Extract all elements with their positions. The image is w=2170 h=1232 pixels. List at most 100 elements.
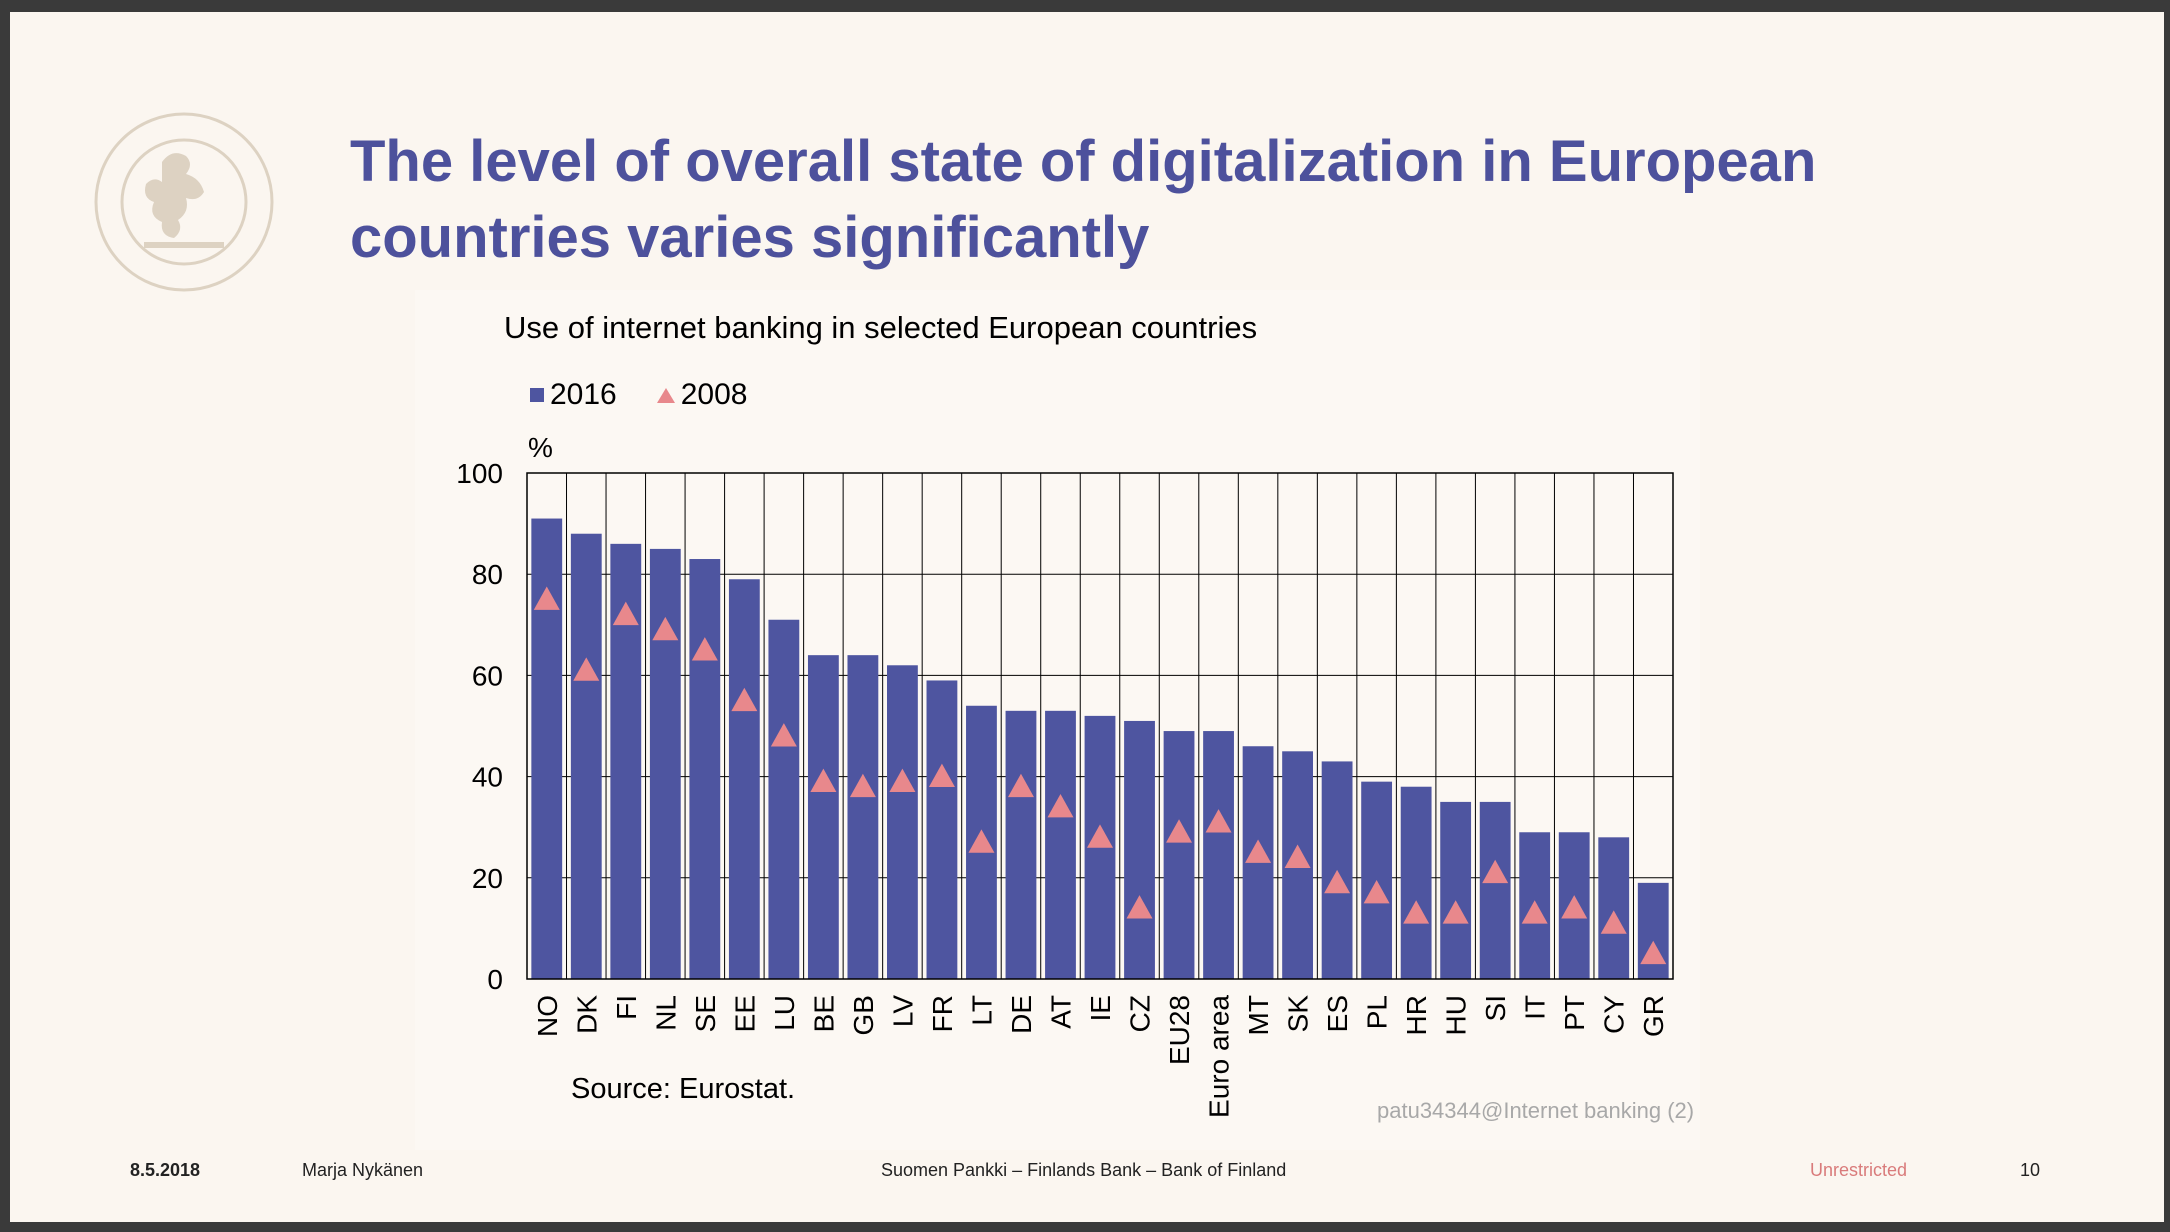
bar-2016: [1005, 710, 1037, 979]
x-tick-label: SI: [1480, 995, 1511, 1021]
marker-2008: [1561, 895, 1588, 919]
marker-2008: [849, 773, 876, 798]
y-tick-label: 0: [487, 964, 503, 995]
bar-2016: [1203, 731, 1234, 979]
bar-2016: [1637, 882, 1669, 979]
bar-2016: [570, 533, 602, 979]
bar-2016: [887, 665, 918, 979]
footer-classification: Unrestricted: [1810, 1160, 1908, 1180]
x-tick-label: PT: [1559, 995, 1590, 1031]
marker-2008: [612, 601, 639, 626]
bar-2016: [1124, 720, 1155, 979]
y-tick-label: 20: [472, 863, 503, 894]
x-tick-label: LU: [769, 995, 800, 1031]
bank-seal-logo: [94, 112, 274, 292]
x-tick-label: CY: [1599, 995, 1630, 1034]
slide-title: The level of overall state of digitaliza…: [350, 129, 1817, 270]
x-tick-label: LT: [966, 995, 997, 1026]
marker-2008: [928, 763, 955, 787]
x-tick-label: IE: [1085, 995, 1116, 1021]
marker-2008: [968, 829, 995, 853]
legend-item-2008: 2008: [656, 378, 748, 412]
x-tick-label: CZ: [1125, 995, 1156, 1032]
marker-2008: [1442, 900, 1469, 924]
x-tick-label: EU28: [1164, 995, 1195, 1065]
x-tick-label: EE: [729, 995, 760, 1032]
legend-item-2016: 2016: [530, 378, 617, 412]
marker-2008: [1007, 773, 1034, 798]
x-tick-label: Euro area: [1204, 995, 1235, 1118]
x-tick-label: DK: [571, 995, 602, 1034]
chart-title: Use of internet banking in selected Euro…: [504, 310, 1258, 345]
y-tick-label: 80: [472, 559, 503, 590]
legend-swatch-2016: [530, 388, 544, 402]
marker-2008: [1482, 859, 1509, 884]
bar-2016: [689, 559, 721, 979]
bar-2016: [1479, 801, 1511, 979]
y-tick-label: 100: [456, 458, 503, 489]
marker-2008: [1640, 940, 1667, 965]
marker-2008: [810, 768, 837, 793]
plot-frame: [526, 472, 1674, 980]
bar-2016: [1045, 710, 1076, 979]
legend-label-2008: 2008: [680, 378, 748, 411]
footer-page-number: 10: [2020, 1160, 2041, 1180]
marker-2008: [731, 687, 758, 712]
x-tick-label: DE: [1006, 995, 1037, 1034]
bar-2016: [926, 680, 958, 979]
x-tick-label: HR: [1401, 995, 1432, 1035]
chart-reference: patu34344@Internet banking (2): [1377, 1098, 1695, 1123]
x-tick-label: BE: [808, 995, 839, 1032]
marker-2008: [1205, 809, 1232, 833]
marker-2008: [1284, 844, 1311, 868]
bar-2016: [1163, 731, 1195, 979]
marker-2008: [652, 616, 679, 641]
x-tick-label: NL: [650, 995, 681, 1031]
bar-2016: [1598, 837, 1630, 979]
bar-2016: [768, 619, 800, 979]
marker-2008: [1521, 900, 1548, 924]
x-tick-label: SE: [690, 995, 721, 1032]
x-tick-label: IT: [1520, 995, 1551, 1020]
x-tick-label: ES: [1322, 995, 1353, 1032]
marker-2008: [1087, 824, 1113, 848]
x-tick-label: GR: [1638, 995, 1669, 1037]
bar-2016: [1400, 786, 1432, 979]
y-tick-label: 40: [472, 762, 503, 793]
bar-2016: [1440, 801, 1472, 979]
bar-2016: [807, 655, 839, 979]
chart-legend: 2016 2008: [530, 378, 748, 412]
x-tick-label: PL: [1362, 995, 1393, 1029]
marker-2008: [533, 586, 560, 610]
y-tick-label: 60: [472, 660, 503, 691]
marker-2008: [1245, 839, 1272, 863]
marker-2008: [691, 637, 718, 661]
marker-2008: [1324, 869, 1351, 894]
footer-date: 8.5.2018: [130, 1160, 201, 1180]
x-tick-label: LV: [887, 995, 918, 1027]
marker-2008: [1126, 895, 1153, 919]
marker-2008: [1403, 900, 1430, 924]
marker-2008: [573, 657, 600, 681]
chart-source: Source: Eurostat.: [571, 1073, 796, 1105]
x-tick-label: FR: [927, 995, 958, 1032]
footer-author: Marja Nykänen: [302, 1160, 424, 1180]
legend-label-2016: 2016: [550, 378, 617, 411]
x-tick-label: MT: [1243, 995, 1274, 1035]
x-tick-label: HU: [1441, 995, 1472, 1035]
marker-2008: [889, 768, 916, 793]
marker-2008: [1363, 879, 1390, 904]
footer-organization: Suomen Pankki – Finlands Bank – Bank of …: [881, 1160, 1287, 1180]
x-tick-label: GB: [848, 995, 879, 1035]
marker-2008: [770, 723, 797, 747]
legend-swatch-2008: [656, 387, 675, 403]
x-tick-label: SK: [1283, 995, 1314, 1033]
bar-2016: [847, 655, 879, 979]
bar-2016: [649, 548, 681, 979]
bar-2016: [728, 579, 760, 979]
y-axis-unit: %: [528, 432, 553, 463]
marker-2008: [1600, 910, 1627, 934]
x-tick-label: NO: [532, 995, 563, 1037]
marker-2008: [1166, 819, 1193, 843]
